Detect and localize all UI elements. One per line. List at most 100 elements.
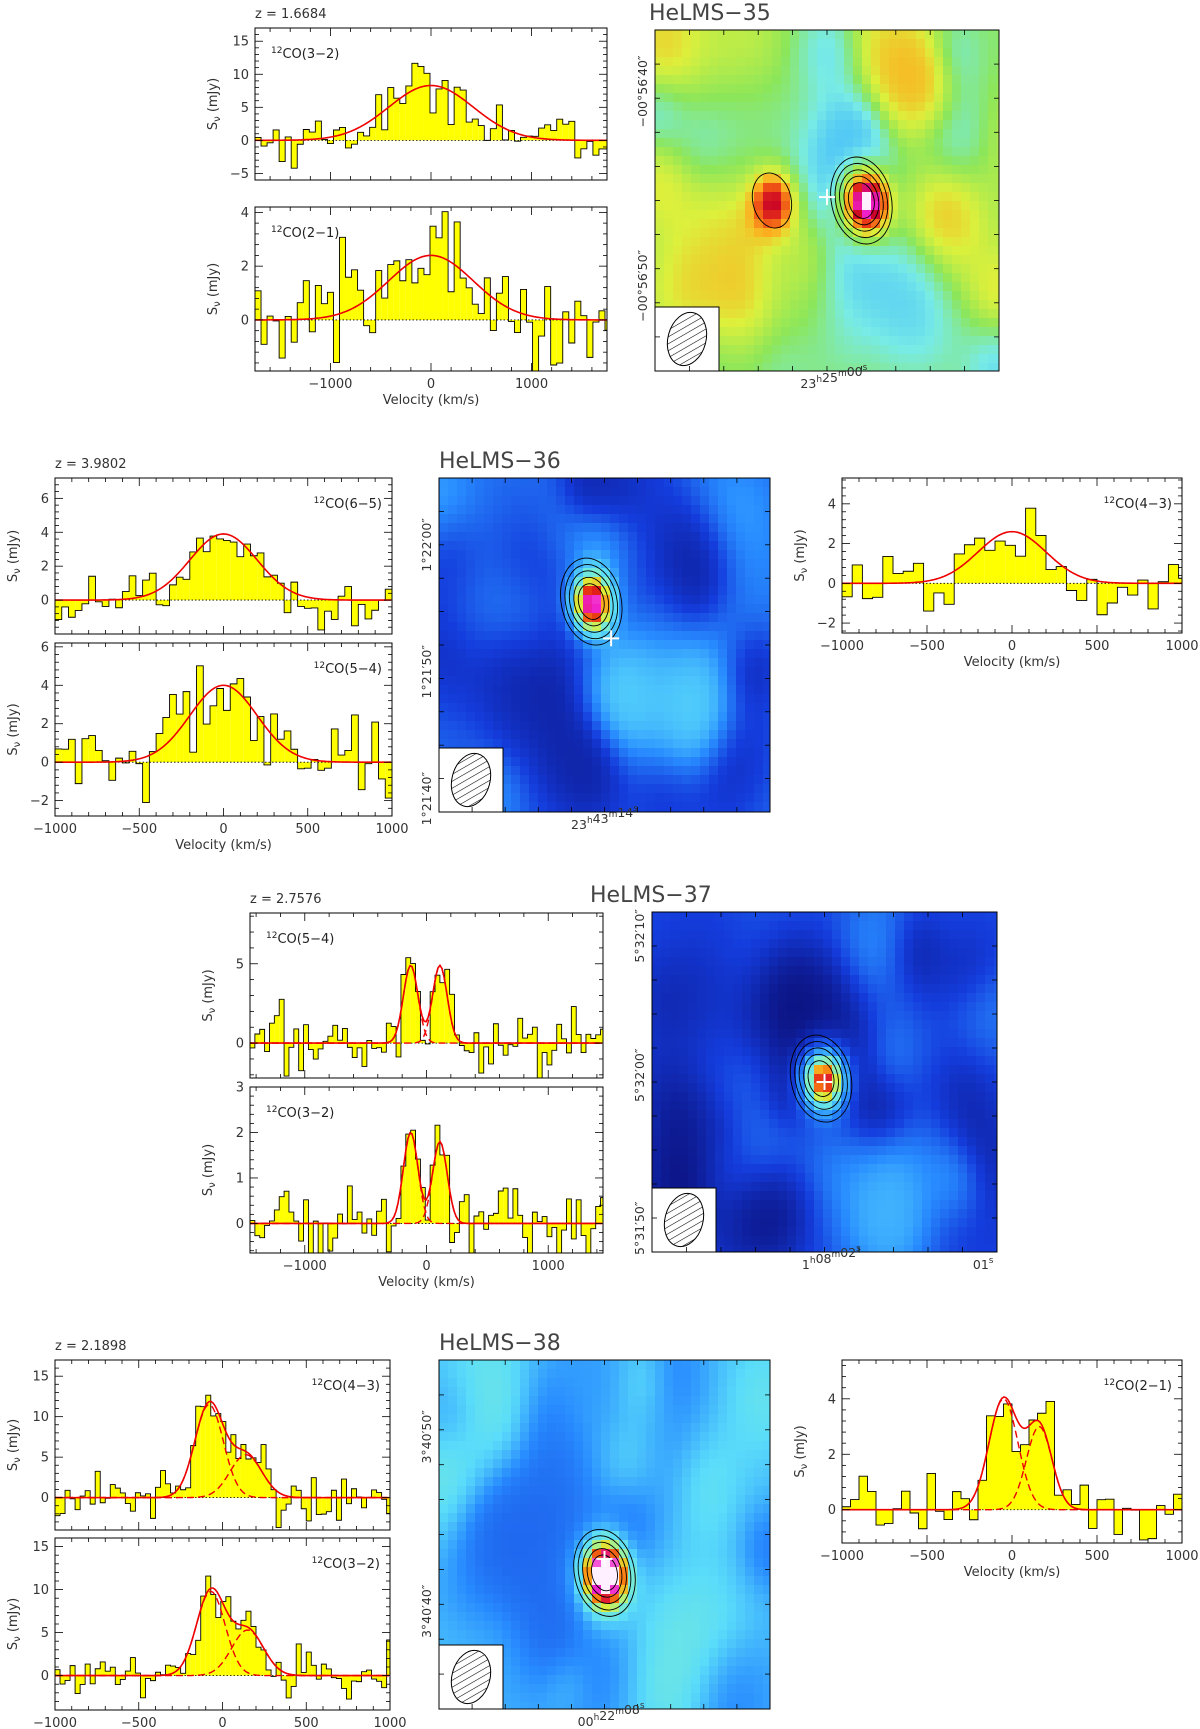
map-pixel xyxy=(745,309,755,319)
map-pixel xyxy=(646,748,656,758)
map-pixel xyxy=(709,282,719,292)
map-pixel xyxy=(844,336,854,346)
map-pixel xyxy=(889,48,899,58)
map-pixel xyxy=(961,291,971,301)
map-pixel xyxy=(466,514,476,524)
map-pixel xyxy=(706,1182,716,1192)
map-pixel xyxy=(997,273,999,283)
map-pixel xyxy=(745,165,755,175)
spectrum-channel-bar xyxy=(568,319,575,344)
map-pixel xyxy=(760,1119,770,1129)
map-pixel xyxy=(547,577,557,587)
map-pixel xyxy=(808,336,818,346)
map-pixel xyxy=(871,147,881,157)
map-pixel xyxy=(493,478,503,488)
map-pixel xyxy=(619,676,629,686)
map-pixel xyxy=(718,345,728,355)
spectrum-channel-bar xyxy=(842,1506,851,1510)
map-pixel xyxy=(466,658,476,668)
spectrum-channel-bar xyxy=(216,538,224,601)
spectrum-channel-bar xyxy=(430,1165,436,1224)
map-pixel xyxy=(556,487,566,497)
map-pixel xyxy=(727,766,737,776)
map-pixel xyxy=(961,174,971,184)
map-pixel xyxy=(547,703,557,713)
map-pixel xyxy=(706,912,716,922)
map-pixel xyxy=(952,75,962,85)
map-pixel xyxy=(673,237,683,247)
map-pixel xyxy=(754,138,764,148)
map-pixel xyxy=(511,748,521,758)
map-pixel xyxy=(718,622,728,632)
map-pixel xyxy=(916,30,926,40)
map-pixel xyxy=(637,739,647,749)
map-pixel xyxy=(907,309,917,319)
map-pixel xyxy=(691,577,701,587)
map-pixel xyxy=(700,730,710,740)
map-pixel xyxy=(511,667,521,677)
map-pixel xyxy=(889,237,899,247)
map-pixel xyxy=(781,327,791,337)
map-pixel xyxy=(781,192,791,202)
map-pixel xyxy=(466,631,476,641)
map-pixel xyxy=(745,84,755,94)
map-pixel xyxy=(997,30,999,40)
map-pixel xyxy=(736,721,746,731)
spectrum-channel-bar xyxy=(590,1038,596,1044)
map-pixel xyxy=(538,532,548,542)
map-pixel xyxy=(763,712,770,722)
map-pixel xyxy=(709,487,719,497)
map-pixel xyxy=(682,165,692,175)
map-pixel xyxy=(898,147,908,157)
map-pixel xyxy=(724,1074,734,1084)
map-pixel xyxy=(709,712,719,722)
spectrum-channel-bar xyxy=(571,1006,577,1044)
map-pixel xyxy=(619,694,629,704)
map-pixel xyxy=(754,748,764,758)
map-pixel xyxy=(907,237,917,247)
map-pixel xyxy=(808,219,818,229)
map-pixel xyxy=(736,676,746,686)
map-pixel xyxy=(961,336,971,346)
map-pixel xyxy=(736,712,746,722)
fit-curve xyxy=(55,1400,389,1499)
map-pixel xyxy=(745,568,755,578)
map-pixel xyxy=(592,559,602,569)
spectrum-channel-bar xyxy=(276,1497,282,1528)
map-pixel xyxy=(790,300,800,310)
map-pixel xyxy=(520,793,530,803)
map-pixel xyxy=(511,775,521,785)
map-pixel xyxy=(529,496,539,506)
map-pixel xyxy=(853,192,863,202)
spectrum-channel-bar xyxy=(162,717,170,763)
map-pixel xyxy=(652,948,662,958)
map-pixel xyxy=(760,1110,770,1120)
map-pixel xyxy=(754,318,764,328)
map-pixel xyxy=(988,57,998,67)
map-pixel xyxy=(601,487,611,497)
map-pixel xyxy=(952,93,962,103)
map-pixel xyxy=(979,345,989,355)
map-pixel xyxy=(679,912,689,922)
map-pixel xyxy=(502,532,512,542)
map-pixel xyxy=(754,93,764,103)
map-pixel xyxy=(727,784,737,794)
map-pixel xyxy=(484,631,494,641)
map-pixel xyxy=(664,57,674,67)
spectrum-channel-bar xyxy=(115,600,123,608)
map-pixel xyxy=(808,246,818,256)
map-pixel xyxy=(706,1002,716,1012)
spectrum-channel-bar xyxy=(556,1024,562,1044)
map-pixel xyxy=(808,57,818,67)
map-pixel xyxy=(673,676,683,686)
map-pixel xyxy=(655,631,665,641)
map-pixel xyxy=(799,75,809,85)
spectrum-channel-bar xyxy=(464,1194,470,1224)
map-pixel xyxy=(601,541,611,551)
map-pixel xyxy=(934,318,944,328)
map-pixel xyxy=(952,84,962,94)
spectrum-channel-bar xyxy=(522,1223,528,1238)
map-pixel xyxy=(661,921,671,931)
map-pixel xyxy=(781,183,791,193)
map-pixel xyxy=(736,694,746,704)
